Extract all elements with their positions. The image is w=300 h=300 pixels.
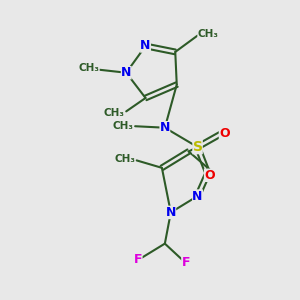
Text: S: S — [193, 140, 202, 154]
Text: O: O — [219, 127, 230, 140]
Text: O: O — [204, 169, 215, 182]
Text: N: N — [166, 206, 176, 219]
Text: F: F — [134, 254, 142, 266]
Text: N: N — [160, 121, 170, 134]
Text: CH₃: CH₃ — [114, 154, 135, 164]
Text: N: N — [140, 40, 151, 52]
Text: CH₃: CH₃ — [113, 121, 134, 131]
Text: CH₃: CH₃ — [198, 29, 219, 39]
Text: CH₃: CH₃ — [104, 108, 125, 118]
Text: N: N — [121, 66, 131, 79]
Text: F: F — [182, 256, 190, 269]
Text: N: N — [192, 190, 203, 202]
Text: CH₃: CH₃ — [79, 63, 100, 73]
